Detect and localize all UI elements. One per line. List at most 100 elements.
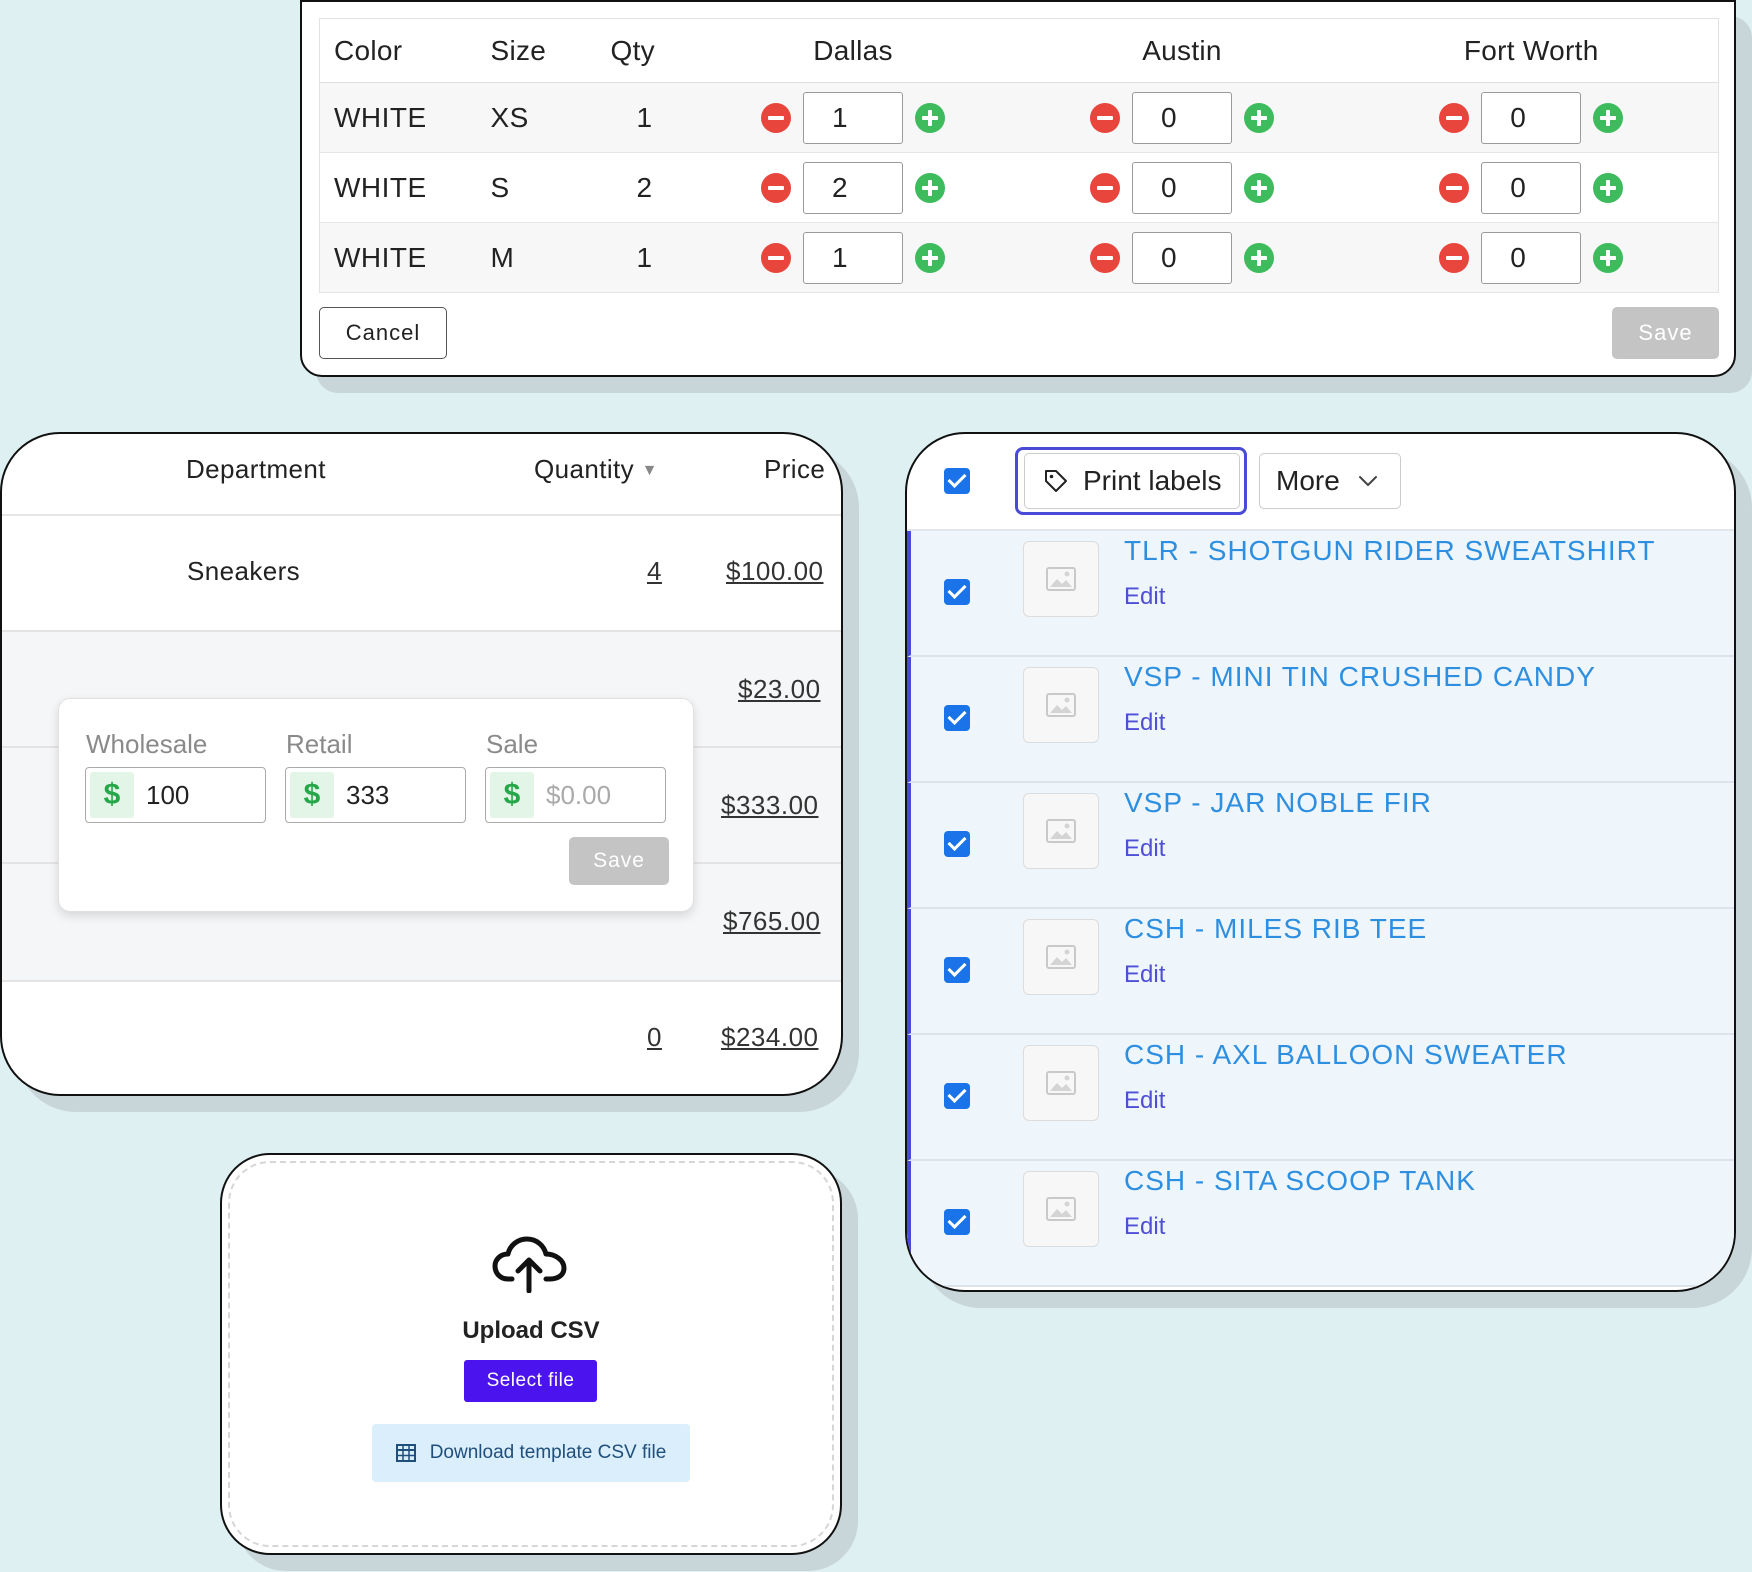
austin-qty-input[interactable]: 0 <box>1132 91 1232 144</box>
inventory-table: Color Size Qty Dallas Austin Fort Worth … <box>319 18 1719 293</box>
save-button[interactable]: Save <box>1612 307 1719 359</box>
quantity-link[interactable]: 4 <box>647 556 662 586</box>
edit-link[interactable]: Edit <box>1124 583 1166 610</box>
plus-icon[interactable] <box>1244 102 1274 133</box>
image-placeholder-icon <box>1023 793 1099 869</box>
minus-icon[interactable] <box>1090 102 1120 133</box>
price-link[interactable]: $333.00 <box>721 790 819 820</box>
list-item[interactable]: CSH - SITA SCOOP TANK Edit <box>907 1161 1734 1287</box>
cell-color: WHITE <box>319 222 477 293</box>
price-link[interactable]: $23.00 <box>738 674 821 704</box>
quantity-link[interactable]: 0 <box>647 1022 662 1052</box>
upload-title: Upload CSV <box>462 1317 600 1344</box>
edit-link[interactable]: Edit <box>1124 709 1166 736</box>
fort-worth-qty-input[interactable]: 0 <box>1481 161 1582 214</box>
minus-icon[interactable] <box>761 102 791 133</box>
popover-save-button[interactable]: Save <box>569 837 669 885</box>
minus-icon[interactable] <box>1439 102 1470 133</box>
product-name-link[interactable]: CSH - AXL BALLOON SWEATER <box>1124 1039 1568 1070</box>
minus-icon[interactable] <box>761 242 791 273</box>
cloud-upload-icon <box>492 1236 567 1293</box>
tag-icon <box>1045 470 1067 492</box>
product-name-link[interactable]: CSH - SITA SCOOP TANK <box>1124 1165 1476 1196</box>
item-checkbox[interactable] <box>944 579 970 605</box>
product-name-link[interactable]: TLR - SHOTGUN RIDER SWEATSHIRT <box>1124 535 1656 566</box>
sale-placeholder: $0.00 <box>546 779 612 810</box>
cell-dallas: 2 <box>686 152 1020 223</box>
item-checkbox[interactable] <box>944 1083 970 1109</box>
wholesale-value: 100 <box>146 779 190 810</box>
cancel-button[interactable]: Cancel <box>319 307 447 359</box>
fort-worth-qty-input[interactable]: 0 <box>1481 231 1582 284</box>
plus-icon[interactable] <box>1593 102 1624 133</box>
plus-icon[interactable] <box>915 242 945 273</box>
wholesale-input[interactable]: $ 100 <box>85 767 266 823</box>
price-link[interactable]: $765.00 <box>723 906 821 936</box>
cell-color: WHITE <box>319 152 477 223</box>
dollar-icon: $ <box>290 772 334 818</box>
list-item[interactable]: CSH - AXL BALLOON SWEATER Edit <box>907 1035 1734 1161</box>
product-name-link[interactable]: VSP - MINI TIN CRUSHED CANDY <box>1124 661 1596 692</box>
header-size: Size <box>476 18 597 83</box>
price-link[interactable]: $100.00 <box>726 556 824 586</box>
dallas-qty-input[interactable]: 1 <box>803 231 903 284</box>
cell-qty: 1 <box>596 222 687 293</box>
cell-fort-worth: 0 <box>1344 222 1719 293</box>
header-dallas: Dallas <box>686 18 1020 83</box>
price-link[interactable]: $234.00 <box>721 1022 819 1052</box>
austin-qty-input[interactable]: 0 <box>1132 231 1232 284</box>
cell-dallas: 1 <box>686 222 1020 293</box>
sale-input[interactable]: $ $0.00 <box>485 767 666 823</box>
dollar-icon: $ <box>490 772 534 818</box>
list-item[interactable]: TLR - SHOTGUN RIDER SWEATSHIRT Edit <box>907 531 1734 657</box>
wholesale-label: Wholesale <box>86 729 208 759</box>
select-all-checkbox[interactable] <box>944 468 970 494</box>
inventory-header-row: Color Size Qty Dallas Austin Fort Worth <box>319 18 1719 83</box>
edit-link[interactable]: Edit <box>1124 961 1166 988</box>
table-row: WHITE M 1 1 0 0 <box>319 222 1719 293</box>
fort-worth-qty-input[interactable]: 0 <box>1481 91 1582 144</box>
plus-icon[interactable] <box>915 172 945 203</box>
cell-fort-worth: 0 <box>1344 152 1719 223</box>
dollar-icon: $ <box>90 772 134 818</box>
print-labels-button[interactable]: Print labels <box>1015 447 1247 515</box>
download-template-button[interactable]: Download template CSV file <box>372 1424 690 1482</box>
austin-qty-input[interactable]: 0 <box>1132 161 1232 214</box>
minus-icon[interactable] <box>1439 242 1470 273</box>
minus-icon[interactable] <box>1090 242 1120 273</box>
plus-icon[interactable] <box>1244 242 1274 273</box>
edit-link[interactable]: Edit <box>1124 835 1166 862</box>
cell-dallas: 1 <box>686 82 1020 153</box>
table-row: WHITE S 2 2 0 0 <box>319 152 1719 223</box>
list-item[interactable]: VSP - MINI TIN CRUSHED CANDY Edit <box>907 657 1734 783</box>
plus-icon[interactable] <box>1593 172 1624 203</box>
more-dropdown-button[interactable]: More <box>1259 453 1401 509</box>
product-name-link[interactable]: CSH - MILES RIB TEE <box>1124 913 1428 944</box>
item-checkbox[interactable] <box>944 957 970 983</box>
header-fort-worth: Fort Worth <box>1344 18 1719 83</box>
item-checkbox[interactable] <box>944 705 970 731</box>
product-name-link[interactable]: VSP - JAR NOBLE FIR <box>1124 787 1432 818</box>
item-checkbox[interactable] <box>944 1209 970 1235</box>
plus-icon[interactable] <box>1244 172 1274 203</box>
list-item[interactable]: VSP - JAR NOBLE FIR Edit <box>907 783 1734 909</box>
minus-icon[interactable] <box>761 172 791 203</box>
plus-icon[interactable] <box>915 102 945 133</box>
edit-link[interactable]: Edit <box>1124 1213 1166 1240</box>
minus-icon[interactable] <box>1439 172 1470 203</box>
edit-link[interactable]: Edit <box>1124 1087 1166 1114</box>
dallas-qty-input[interactable]: 1 <box>803 91 903 144</box>
image-placeholder-icon <box>1023 1171 1099 1247</box>
cell-size: XS <box>476 82 597 153</box>
plus-icon[interactable] <box>1593 242 1624 273</box>
item-checkbox[interactable] <box>944 831 970 857</box>
dropzone[interactable] <box>228 1161 834 1547</box>
labels-card: Print labels More TLR - SHOTGUN RIDER SW… <box>905 432 1736 1292</box>
select-file-button[interactable]: Select file <box>464 1360 597 1402</box>
list-item[interactable]: CSH - MILES RIB TEE Edit <box>907 909 1734 1035</box>
header-quantity[interactable]: Quantity ▼ <box>534 454 658 485</box>
minus-icon[interactable] <box>1090 172 1120 203</box>
dallas-qty-input[interactable]: 2 <box>803 161 903 214</box>
image-placeholder-icon <box>1023 667 1099 743</box>
retail-input[interactable]: $ 333 <box>285 767 466 823</box>
